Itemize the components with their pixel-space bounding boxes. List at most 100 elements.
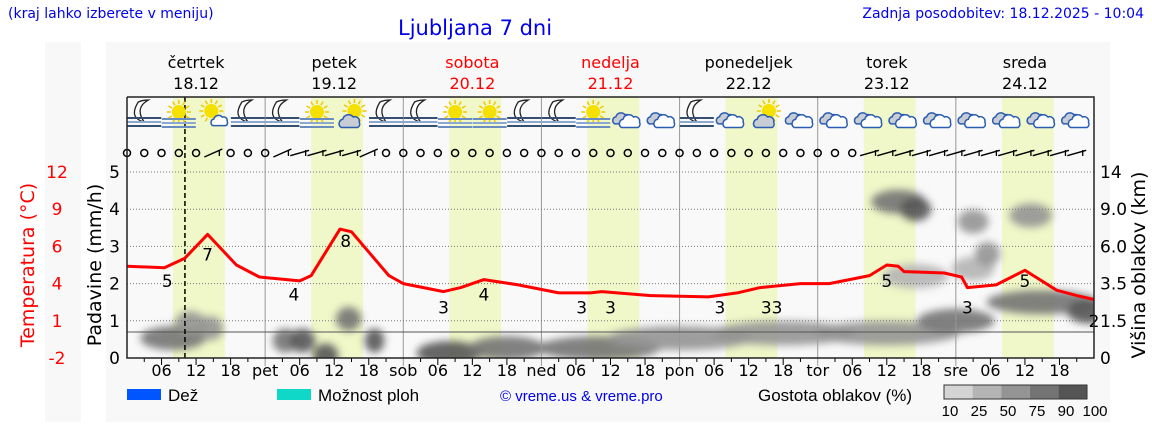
wind-calm-icon (399, 148, 408, 158)
wind-calm-icon (640, 148, 650, 158)
wind-calm-icon (571, 148, 581, 158)
sun-ray (582, 115, 587, 119)
wind-calm-icon (796, 148, 805, 158)
sun-fog-icon (161, 100, 196, 128)
credit-link[interactable]: © vreme.us & vreme.pro (500, 388, 663, 405)
temperature-label: 3 (438, 299, 449, 319)
sun-cloud-icon (199, 99, 229, 127)
wind-barb-icon (204, 148, 223, 158)
sun-ray (492, 101, 497, 106)
sun-cloud-grey-icon (338, 99, 367, 129)
grid (127, 97, 1094, 366)
sun-fog-icon (438, 100, 473, 128)
wind-calm-icon (658, 148, 667, 158)
sun-ray (482, 101, 487, 106)
wind-calm-icon (140, 148, 149, 158)
moon-shape (410, 99, 427, 124)
cloud-icon (957, 112, 987, 129)
moon-fog-icon (679, 99, 714, 127)
wind-calm-icon (450, 148, 460, 158)
precip-tick-label: 0 (109, 349, 120, 369)
sun-ray (357, 100, 362, 105)
page-title: Ljubljana 7 dni (398, 16, 553, 40)
cloud-shape (1067, 114, 1090, 129)
moon-fog-icon (230, 99, 265, 127)
cloud-shape (653, 114, 676, 129)
x-tick-label-hour: 06 (428, 361, 448, 380)
legend-cloud-density: Gostota oblakov (%) (758, 386, 912, 405)
temp-axis-label: Temperatura (°C) (17, 183, 39, 348)
cloud-density-blob (900, 197, 932, 222)
sun-ray (168, 115, 173, 119)
moon-fog-icon (403, 99, 438, 127)
sun-cloud-grey-icon (752, 99, 781, 129)
wind-barb-icon (359, 148, 379, 158)
cloud-icon (853, 112, 883, 129)
sun-ray (172, 101, 176, 106)
temperature-label: 4 (478, 285, 489, 305)
wind-calm-icon (191, 148, 201, 158)
wind-calm-icon (709, 148, 719, 158)
wind-calm-icon (675, 148, 684, 158)
cloud-shape (791, 114, 814, 129)
x-tick-label-hour: 06 (566, 361, 586, 380)
x-tick-label-hour: 12 (324, 361, 344, 380)
x-tick-label-hour: 18 (911, 361, 931, 380)
daylight-band (1001, 97, 1054, 358)
cloud-shape (210, 114, 229, 127)
cloud-density-blob (1066, 299, 1094, 324)
sun-ray (168, 105, 173, 109)
sun-disc (586, 105, 601, 119)
x-tick-label-day: pon (665, 361, 695, 380)
temp-axis-panel (45, 42, 81, 422)
wind-barb-icon (1015, 149, 1035, 157)
wind-calm-icon (623, 148, 633, 158)
temp-tick-label: 9 (52, 200, 63, 220)
moon-fog-icon (507, 99, 542, 127)
cloud-scale-label: 75 (1029, 403, 1046, 420)
cloud-scale-swatch (972, 385, 1002, 399)
wind-barb-icon (877, 149, 897, 157)
cloud-shape (998, 114, 1021, 129)
temp-tick-label: 12 (46, 163, 68, 183)
moon-shape (271, 99, 289, 124)
wind-barb-icon (307, 149, 327, 157)
sun-ray (320, 101, 324, 106)
sun-fog-icon (299, 100, 334, 128)
cloud-density-blob (1009, 203, 1052, 228)
moon-shape (237, 99, 255, 124)
sun-ray (185, 105, 190, 109)
sun-fog-icon (576, 100, 611, 128)
moon-fog-icon (265, 99, 300, 127)
legend: Dež Možnost ploh © vreme.us & vreme.pro Gos… (127, 384, 1108, 420)
wind-calm-icon (226, 148, 235, 158)
temperature-label: 3 (605, 299, 616, 319)
cloud-scale-label: 90 (1058, 403, 1075, 420)
wind-barb-icon (324, 149, 344, 157)
sun-disc (309, 105, 324, 119)
sun-ray (306, 115, 311, 119)
cloud-icon (1026, 112, 1056, 129)
cloud-scale-label: 25 (971, 403, 988, 420)
temperature-label: 5 (881, 272, 892, 292)
sun-disc (171, 105, 186, 119)
cloud-shape (825, 114, 848, 129)
cloud-icon (1061, 112, 1090, 129)
x-tick-label-day: sre (944, 361, 968, 380)
sun-disc (204, 104, 219, 118)
cloud-density-blob (957, 209, 989, 234)
x-tick-label-hour: 18 (497, 361, 517, 380)
wind-barb-icon (1049, 149, 1070, 157)
temp-tick-label: 6 (52, 237, 63, 257)
moon-shape (548, 99, 566, 124)
x-tick-label-hour: 18 (359, 361, 379, 380)
day-date: 20.12 (449, 74, 495, 93)
wind-calm-icon (744, 148, 753, 158)
x-tick-label-hour: 12 (1015, 361, 1035, 380)
cloud-icon (715, 112, 745, 129)
wind-barb-icon (928, 149, 949, 157)
temp-tick-label: 1 (52, 312, 63, 332)
wind-calm-icon (813, 148, 822, 158)
last-updated: Zadnja posodobitev: 18.12.2025 - 10:04 (862, 6, 1144, 22)
